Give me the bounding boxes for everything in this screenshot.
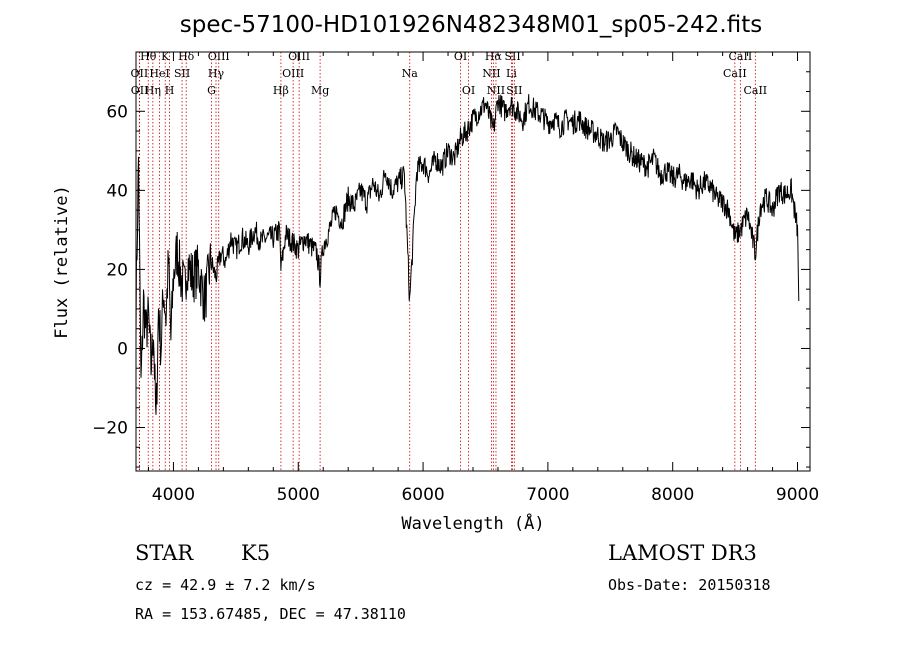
line-label-22: SII: [504, 50, 520, 63]
y-tick-label-20: 20: [106, 260, 128, 280]
line-label-12: Hβ: [273, 84, 289, 97]
line-label-9: OIII: [208, 50, 230, 63]
line-label-13: OIII: [288, 50, 310, 63]
chart-title: spec-57100-HD101926N482348M01_sp05-242.f…: [180, 12, 762, 38]
x-tick-label-9000: 9000: [776, 485, 819, 505]
line-label-27: CaII: [743, 84, 767, 97]
line-label-0: Hθ: [140, 50, 157, 63]
line-label-7: H: [165, 84, 175, 97]
line-label-24: SII: [506, 84, 522, 97]
redshift-info: cz = 42.9 ± 7.2 km/s: [135, 576, 316, 594]
line-label-20: NII: [482, 67, 500, 80]
x-tick-label-7000: 7000: [526, 485, 569, 505]
line-label-18: OI: [462, 84, 475, 97]
spectral-line-labels: Hθ OII OII K HeI Hη SII H Hδ OIII Hγ G Hβ OIII OIII Mg N…: [131, 50, 768, 97]
plot-frame: [135, 51, 811, 472]
line-label-6: SII: [174, 67, 190, 80]
y-tick-label--20: −20: [92, 419, 128, 439]
x-tick-label-4000: 4000: [152, 485, 195, 505]
y-tick-label-60: 60: [106, 102, 128, 122]
line-label-1: OII: [131, 67, 149, 80]
line-label-16: Na: [402, 67, 419, 80]
line-label-23: Li: [506, 67, 517, 80]
spectral-line-markers: [138, 52, 756, 471]
line-label-21: NII: [487, 84, 505, 97]
x-tick-label-5000: 5000: [277, 485, 320, 505]
line-label-11: G: [207, 84, 216, 97]
line-label-10: Hγ: [208, 67, 225, 80]
survey-name: LAMOST DR3: [608, 541, 757, 565]
line-label-14: OIII: [282, 67, 304, 80]
line-label-17: OI: [454, 50, 467, 63]
object-class: STAR: [135, 541, 194, 565]
line-label-26: CaII: [729, 50, 753, 63]
line-label-4: HeI: [149, 67, 169, 80]
spectrum-line: [135, 94, 800, 415]
line-label-3: K: [161, 50, 170, 63]
line-label-25: CaII: [723, 67, 747, 80]
obs-date: Obs-Date: 20150318: [608, 576, 771, 594]
y-axis-label: Flux (relative): [52, 185, 72, 339]
x-axis-label: Wavelength (Å): [401, 512, 544, 534]
x-axis-ticks: 4000 5000 6000 7000 8000 9000: [147, 52, 819, 505]
y-tick-label-0: 0: [117, 339, 128, 359]
coordinates: RA = 153.67485, DEC = 47.38110: [135, 605, 406, 623]
x-tick-label-8000: 8000: [651, 485, 694, 505]
line-label-5: Hη: [145, 84, 161, 97]
line-label-19: Hα: [485, 50, 503, 63]
line-label-8: Hδ: [178, 50, 195, 63]
line-label-15: Mg: [311, 84, 329, 97]
object-subclass: K5: [241, 541, 270, 565]
y-axis-ticks: −20 0 20 40 60: [92, 51, 810, 468]
line-label-2: OII: [131, 84, 149, 97]
x-tick-label-6000: 6000: [401, 485, 444, 505]
y-tick-label-40: 40: [106, 181, 128, 201]
